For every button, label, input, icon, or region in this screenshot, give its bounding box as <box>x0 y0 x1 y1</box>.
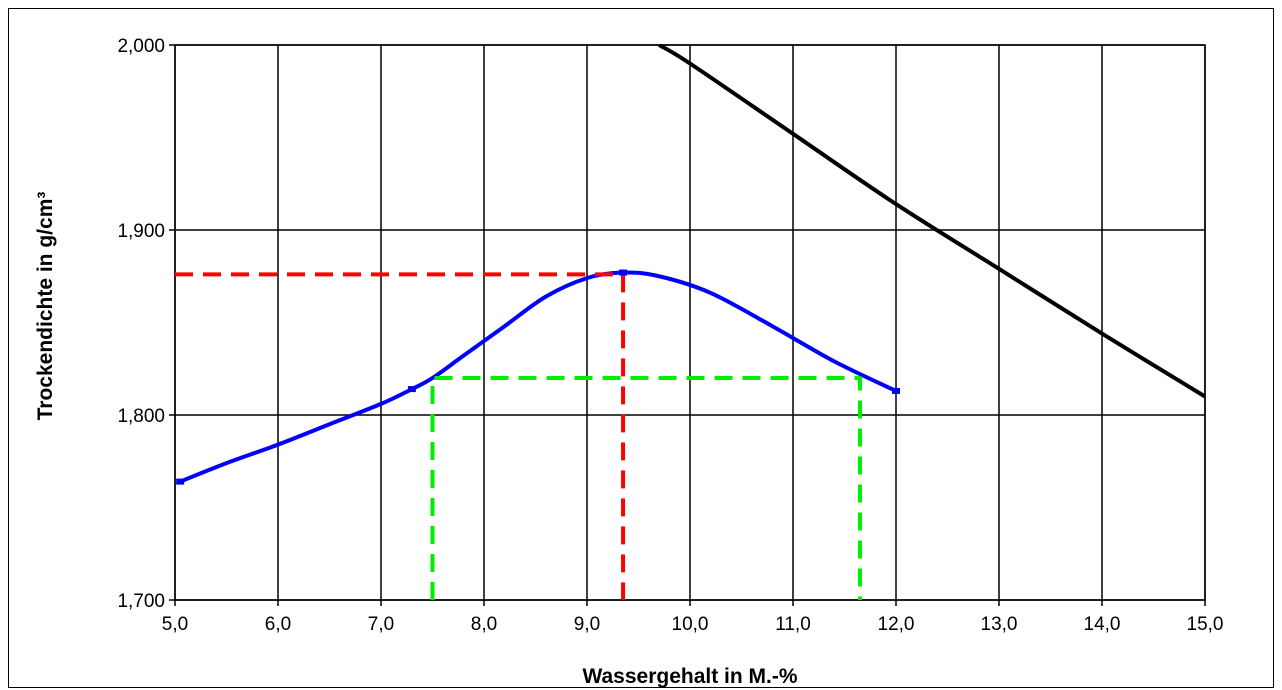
x-tick-label: 6,0 <box>265 614 291 635</box>
series-point-marker <box>619 269 628 276</box>
x-tick-label: 10,0 <box>672 614 709 635</box>
x-tick-label: 13,0 <box>981 614 1018 635</box>
axis-layer: 5,0 6,0 7,0 8,0 9,0 10,0 11,0 12,0 13,0 14,0 15,0 1… <box>117 36 1223 635</box>
series-layer <box>175 44 1205 600</box>
series-point-marker <box>176 478 185 485</box>
y-tick-label: 1,900 <box>117 221 165 242</box>
x-tick-label: 12,0 <box>878 614 915 635</box>
x-tick-label: 9,0 <box>574 614 600 635</box>
grid-layer <box>174 44 1206 601</box>
x-tick-label: 14,0 <box>1084 614 1121 635</box>
y-axis-title: Trockendichte in g/cm³ <box>34 192 57 421</box>
series-line-3 <box>430 376 862 600</box>
x-tick-label: 5,0 <box>162 614 188 635</box>
series-line-1 <box>658 44 1205 399</box>
series-point-marker <box>407 386 416 393</box>
x-axis-title: Wassergehalt in M.-% <box>582 665 797 688</box>
x-tick-label: 7,0 <box>368 614 394 635</box>
series-point-marker <box>892 387 900 394</box>
y-tick-label: 1,700 <box>117 591 165 612</box>
x-tick-label: 11,0 <box>775 614 811 635</box>
y-tick-label: 1,800 <box>117 406 165 427</box>
x-tick-label: 8,0 <box>471 614 497 635</box>
series-line-0 <box>179 270 897 484</box>
y-tick-label: 2,000 <box>117 36 165 57</box>
x-tick-label: 15,0 <box>1187 614 1224 635</box>
